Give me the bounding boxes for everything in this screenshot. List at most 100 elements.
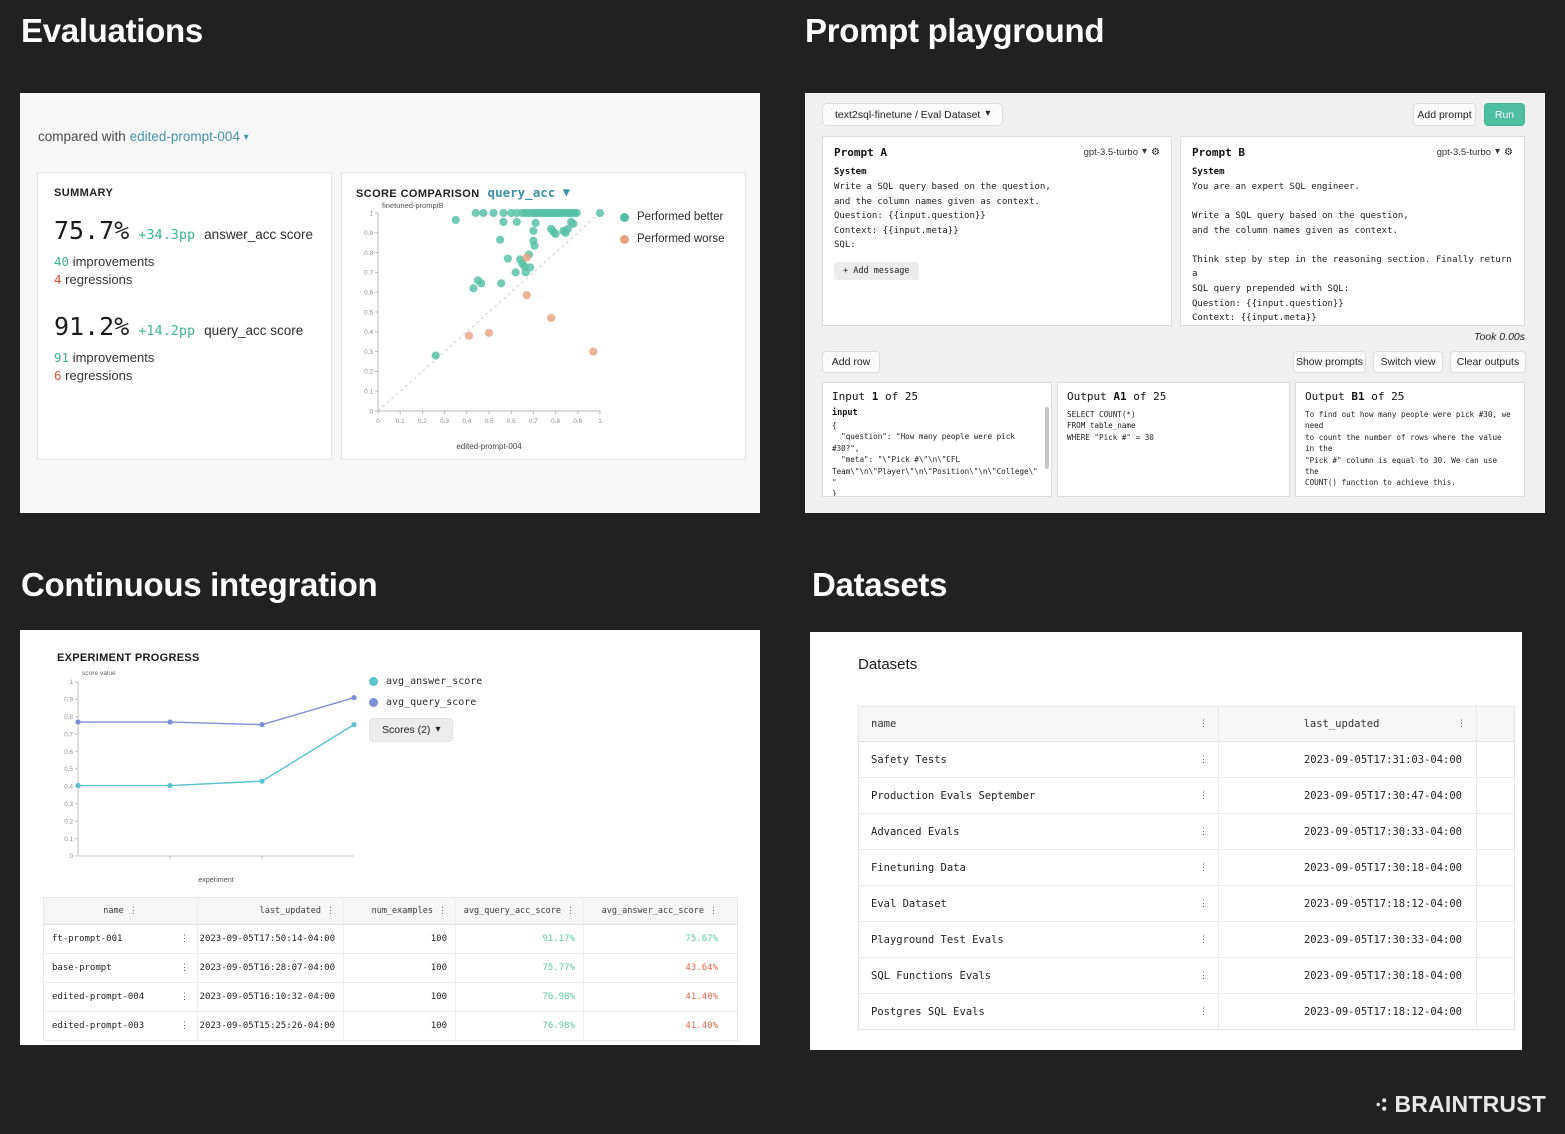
query-acc-score: 91.2% [54, 312, 130, 341]
gear-icon[interactable]: ⚙ [1151, 147, 1160, 158]
summary-heading: SUMMARY [54, 187, 114, 199]
performed-better-label: Performed better [637, 211, 724, 223]
cell-name: SQL Functions Evals ⋮ [859, 958, 1219, 993]
experiment-row[interactable]: ft-prompt-001 ⋮ 2023-09-05T17:50:14-04:00 1… [44, 925, 737, 954]
scrollbar[interactable] [1045, 407, 1049, 469]
prompt-b-body[interactable]: You are an expert SQL engineer. Write a … [1192, 182, 1512, 324]
cell-name: edited-prompt-004 ⋮ [44, 983, 198, 1011]
dataset-row[interactable]: SQL Functions Evals ⋮ 2023-09-05T17:30:18-… [859, 958, 1514, 994]
input-json[interactable]: { "question": "How many people were pick… [832, 421, 1038, 497]
row-menu-icon[interactable]: ⋮ [180, 934, 189, 944]
prompt-a-card: Prompt A gpt-3.5-turbo ▾ ⚙ System Write … [822, 136, 1172, 326]
svg-text:0.3: 0.3 [64, 801, 73, 808]
dataset-row[interactable]: Finetuning Data ⋮ 2023-09-05T17:30:18-04:0… [859, 850, 1514, 886]
scores-dropdown[interactable]: Scores (2) ▾ [369, 718, 454, 742]
column-menu-icon[interactable]: ⋮ [1199, 719, 1208, 729]
continuous-integration-panel: EXPERIMENT PROGRESS score value 0 0.1 0.2 0.… [20, 630, 760, 1045]
score-metric-selector[interactable]: query_acc [487, 185, 556, 200]
svg-text:0.8: 0.8 [64, 714, 73, 721]
column-menu-icon[interactable]: ⋮ [128, 906, 138, 916]
run-button[interactable]: Run [1484, 103, 1525, 126]
column-header-last_updated: last_updated ⋮ [1219, 707, 1477, 741]
svg-text:0: 0 [69, 853, 73, 860]
chevron-down-icon[interactable]: ▾ [563, 185, 570, 199]
output-b1-text[interactable]: To find out how many people were pick #3… [1305, 410, 1511, 488]
row-menu-icon[interactable]: ⋮ [1199, 862, 1208, 873]
column-menu-icon[interactable]: ⋮ [326, 906, 335, 916]
row-menu-icon[interactable]: ⋮ [180, 963, 189, 973]
output-a1-count: of 25 [1133, 390, 1167, 403]
cell-avg_answer_acc_score: 41.40% [685, 1021, 718, 1031]
dataset-row[interactable]: Eval Dataset ⋮ 2023-09-05T17:18:12-04:00 [859, 886, 1514, 922]
dataset-row[interactable]: Advanced Evals ⋮ 2023-09-05T17:30:33-04:00 [859, 814, 1514, 850]
chevron-down-icon[interactable]: ▾ [243, 132, 249, 143]
dataset-selector[interactable]: text2sql-finetune / Eval Dataset ▾ [822, 103, 1004, 126]
svg-text:0.1: 0.1 [64, 836, 73, 843]
braintrust-wordmark: BRAINTRUST [1394, 1091, 1546, 1117]
svg-text:0.7: 0.7 [364, 270, 373, 277]
cell-last_updated: 2023-09-05T17:50:14-04:00 [198, 925, 344, 953]
input-index: 1 [871, 390, 879, 403]
row-menu-icon[interactable]: ⋮ [1199, 934, 1208, 945]
experiment-row[interactable]: edited-prompt-004 ⋮ 2023-09-05T16:10:32-04… [44, 983, 737, 1012]
input-panel: Input 1 of 25 input { "question": "How m… [822, 382, 1052, 497]
column-menu-icon[interactable]: ⋮ [438, 906, 447, 916]
output-b1-panel: Output B1 of 25 To find out how many peo… [1295, 382, 1525, 497]
add-message-label: Add message [853, 265, 910, 276]
output-a1-text[interactable]: SELECT COUNT(*) FROM table_name WHERE "P… [1067, 410, 1154, 442]
svg-text:0: 0 [369, 408, 373, 415]
performed-better-dot [620, 212, 629, 222]
add-row-button[interactable]: Add row [822, 351, 880, 373]
svg-text:0.6: 0.6 [364, 290, 373, 297]
experiment-row[interactable]: base-prompt ⋮ 2023-09-05T16:28:07-04:00 100… [44, 954, 737, 983]
answer-acc-metric: 75.7% +34.3pp answer_acc score 40 improv… [54, 216, 315, 287]
gear-icon[interactable]: ⚙ [1504, 147, 1513, 158]
prompt-b-name: Prompt B [1192, 146, 1245, 159]
show-prompts-button[interactable]: Show prompts [1293, 351, 1366, 373]
improvements-label: improvements [72, 254, 155, 269]
row-menu-icon[interactable]: ⋮ [180, 1021, 189, 1031]
column-menu-icon[interactable]: ⋮ [709, 906, 718, 916]
prompt-a-body[interactable]: Write a SQL query based on the question,… [834, 182, 1051, 251]
svg-text:0.5: 0.5 [485, 418, 494, 425]
svg-text:0.5: 0.5 [364, 309, 373, 316]
row-menu-icon[interactable]: ⋮ [1199, 898, 1208, 909]
output-a1-title: Output [1067, 390, 1107, 403]
input-count: of 25 [885, 390, 919, 403]
cell-empty [1477, 994, 1512, 1029]
row-menu-icon[interactable]: ⋮ [180, 992, 189, 1002]
column-header-avg_query_acc_score: avg_query_acc_score ⋮ [456, 898, 584, 924]
switch-view-button[interactable]: Switch view [1373, 351, 1443, 373]
cell-empty [1477, 778, 1512, 813]
system-role-label: System [1192, 167, 1225, 177]
dataset-row[interactable]: Safety Tests ⋮ 2023-09-05T17:31:03-04:00 [859, 742, 1514, 778]
cell-empty [1477, 850, 1512, 885]
dataset-row[interactable]: Playground Test Evals ⋮ 2023-09-05T17:30:3… [859, 922, 1514, 958]
row-menu-icon[interactable]: ⋮ [1199, 754, 1208, 765]
row-menu-icon[interactable]: ⋮ [1199, 970, 1208, 981]
compared-with-selector[interactable]: edited-prompt-004 [129, 129, 240, 144]
svg-text:0.8: 0.8 [364, 250, 373, 257]
chevron-down-icon: ▾ [1142, 146, 1148, 157]
add-prompt-button[interactable]: Add prompt [1413, 103, 1476, 126]
row-menu-icon[interactable]: ⋮ [1199, 826, 1208, 837]
column-menu-icon[interactable]: ⋮ [566, 906, 575, 916]
datasets-title: Datasets [812, 566, 948, 603]
prompt-playground-panel: text2sql-finetune / Eval Dataset ▾ Add p… [805, 93, 1545, 513]
experiment-row[interactable]: edited-prompt-003 ⋮ 2023-09-05T15:25:26-04… [44, 1012, 737, 1040]
dataset-row[interactable]: Production Evals September ⋮ 2023-09-05T17… [859, 778, 1514, 814]
dataset-row[interactable]: Postgres SQL Evals ⋮ 2023-09-05T17:18:12-0… [859, 994, 1514, 1029]
cell-name: Playground Test Evals ⋮ [859, 922, 1219, 957]
prompt-a-model-selector[interactable]: gpt-3.5-turbo ▾ ⚙ [1084, 146, 1160, 158]
column-menu-icon[interactable]: ⋮ [1456, 719, 1466, 729]
prompt-b-model-selector[interactable]: gpt-3.5-turbo ▾ ⚙ [1437, 146, 1513, 158]
chevron-down-icon: ▾ [1495, 146, 1501, 157]
dataset-selector-label: text2sql-finetune / Eval Dataset [835, 108, 981, 121]
query-improvements-count: 91 [54, 350, 70, 365]
clear-outputs-button[interactable]: Clear outputs [1450, 351, 1526, 373]
cell-num_examples: 100 [344, 1012, 456, 1040]
row-menu-icon[interactable]: ⋮ [1199, 1006, 1208, 1017]
continuous-integration-title: Continuous integration [21, 566, 378, 603]
row-menu-icon[interactable]: ⋮ [1199, 790, 1208, 801]
add-message-button[interactable]: + Add message [834, 261, 919, 280]
